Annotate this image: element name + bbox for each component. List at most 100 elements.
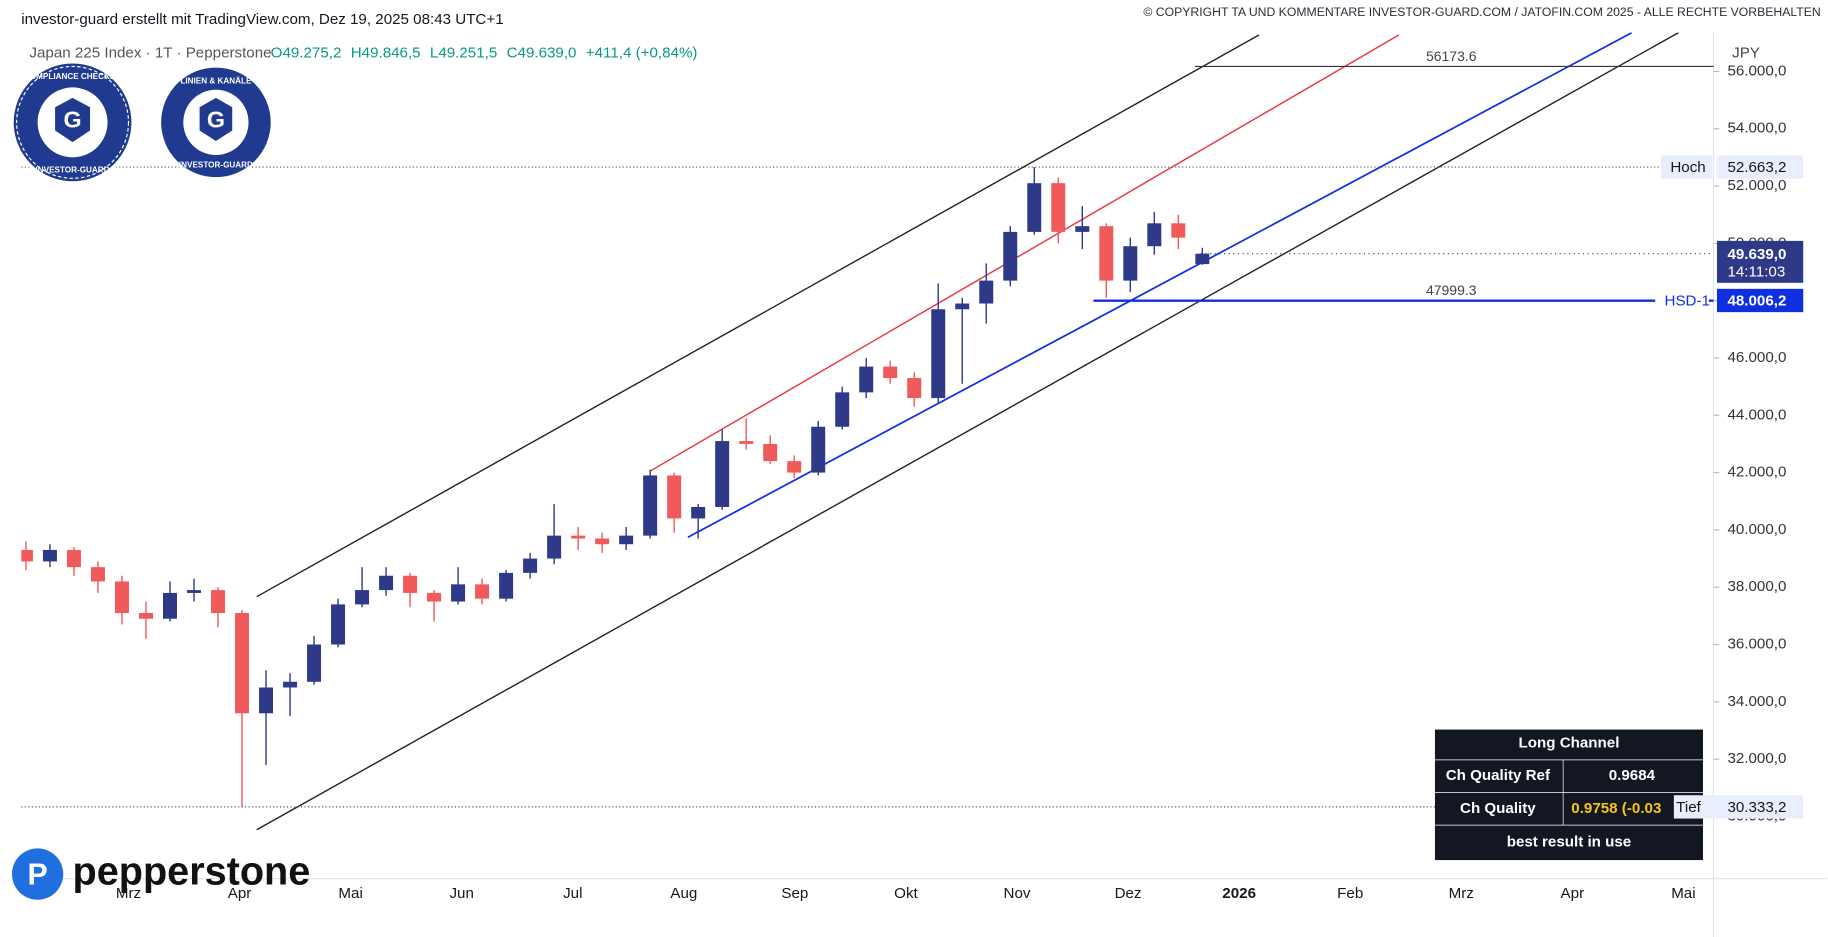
candle-body (1147, 223, 1162, 247)
candle-body (379, 575, 394, 591)
price-tag (1716, 795, 1804, 819)
level-label: 56173.6 (1426, 48, 1477, 64)
symbol-title: Japan 225 Index · 1T · Pepperstone (29, 45, 271, 62)
copyright: © COPYRIGHT TA UND KOMMENTARE INVESTOR-G… (1143, 5, 1820, 19)
candle-body (211, 590, 226, 613)
svg-text:G: G (64, 106, 82, 132)
candle-body (355, 590, 370, 605)
level-label: 47999.3 (1426, 282, 1477, 298)
table-cell: 0.9684 (1609, 767, 1656, 784)
svg-text:P: P (27, 858, 47, 891)
y-tick-label: 56.000,0 (1727, 62, 1786, 79)
x-tick-label: Mai (338, 885, 362, 902)
tag-name: Tief (1676, 799, 1701, 816)
tag-name-box (1673, 795, 1726, 819)
ohlc-legend: O49.275,2 (271, 45, 342, 62)
x-tick-label: Okt (894, 885, 918, 902)
candle-body (691, 506, 706, 519)
y-tick-label: 34.000,0 (1727, 693, 1786, 710)
y-tick-label: 40.000,0 (1727, 521, 1786, 538)
badge: G COMPLIANCE CHECKED INVESTOR-GUARD (10, 60, 135, 185)
badge: G LINIEN & KANÄLE INVESTOR-GUARD (161, 67, 271, 178)
y-tick-label: 46.000,0 (1727, 349, 1786, 366)
table-cell: Ch Quality (1460, 800, 1536, 817)
candle-body (138, 612, 153, 619)
candle-body (163, 592, 177, 619)
candle-body (619, 535, 634, 545)
badge-text: INVESTOR-GUARD (36, 165, 110, 174)
candle-body (1123, 246, 1138, 281)
channel-upper (256, 34, 1260, 598)
candle-body (283, 681, 298, 688)
svg-text:G: G (207, 106, 225, 132)
tag-value: 30.333,2 (1727, 799, 1786, 816)
candle-body (42, 549, 57, 562)
y-tick-label: 32.000,0 (1727, 750, 1786, 767)
badge-text: COMPLIANCE CHECKED (24, 72, 121, 81)
tag-name-box (1655, 288, 1709, 313)
currency: JPY (1732, 45, 1760, 62)
candle-body (1051, 183, 1066, 232)
x-tick-label: 2026 (1222, 885, 1256, 902)
last-price-tag (1716, 240, 1804, 283)
price-tag (1716, 288, 1804, 313)
candle-body (907, 378, 922, 399)
candle-body (523, 558, 538, 573)
candle-body (715, 441, 730, 507)
candle-body (403, 575, 418, 593)
table-cell: 0.9758 (-0.03 (1571, 800, 1661, 817)
channel-lower (256, 32, 1679, 831)
candle-body (1099, 226, 1114, 281)
candle-body (331, 604, 346, 645)
x-tick-label: Mai (1671, 885, 1695, 902)
y-tick-label: 54.000,0 (1727, 120, 1786, 137)
x-tick-label: Jun (449, 885, 473, 902)
candle-body (979, 280, 994, 304)
candle-body (955, 303, 970, 310)
y-tick-label: 44.000,0 (1727, 406, 1786, 423)
candle-body (1195, 253, 1210, 265)
x-tick-label: Apr (228, 885, 252, 902)
badge-text: INVESTOR-GUARD (179, 161, 253, 170)
x-tick-label: Jul (563, 885, 582, 902)
y-tick-label: 36.000,0 (1727, 636, 1786, 653)
x-tick-label: Apr (1561, 885, 1585, 902)
table-cell: Ch Quality Ref (1446, 767, 1551, 784)
ohlc-legend: +411,4 (+0,84%) (586, 45, 698, 62)
y-tick-label: 38.000,0 (1727, 578, 1786, 595)
candle-body (90, 567, 105, 582)
candle-body (235, 612, 250, 714)
y-tick-label: 52.000,0 (1727, 177, 1786, 194)
candle-body (1003, 231, 1018, 281)
candle-body (547, 535, 562, 559)
candle-body (451, 584, 466, 602)
broker-logo: P pepperstone (11, 848, 310, 900)
last-price-label: 49.639,0 (1727, 246, 1786, 263)
candle-body (931, 309, 946, 399)
ohlc-legend: H49.846,5 (351, 45, 421, 62)
y-tick-label: 42.000,0 (1727, 464, 1786, 481)
x-tick-label: Feb (1337, 885, 1363, 902)
credit: investor-guard erstellt mit TradingView.… (21, 11, 503, 28)
channel-red (650, 34, 1400, 472)
candle-body (1075, 226, 1090, 232)
candle-body (427, 592, 442, 602)
candle-body (187, 590, 201, 593)
candle-body (1171, 223, 1186, 238)
x-tick-label: Mrz (116, 885, 141, 902)
candle-body (1027, 183, 1042, 232)
ohlc-legend: L49.251,5 (430, 45, 497, 62)
candle-body (66, 549, 81, 568)
table-footer: best result in use (1507, 834, 1632, 851)
price-tag (1716, 155, 1804, 179)
candle-body (811, 426, 826, 473)
candle-body (595, 538, 610, 545)
tag-name: Hoch (1670, 159, 1705, 176)
candle-body (475, 584, 490, 599)
candle-body (883, 366, 898, 379)
tag-value: 48.006,2 (1727, 293, 1786, 310)
candle-body (571, 535, 586, 539)
candle-body (763, 443, 778, 462)
countdown: 14:11:03 (1727, 263, 1785, 280)
